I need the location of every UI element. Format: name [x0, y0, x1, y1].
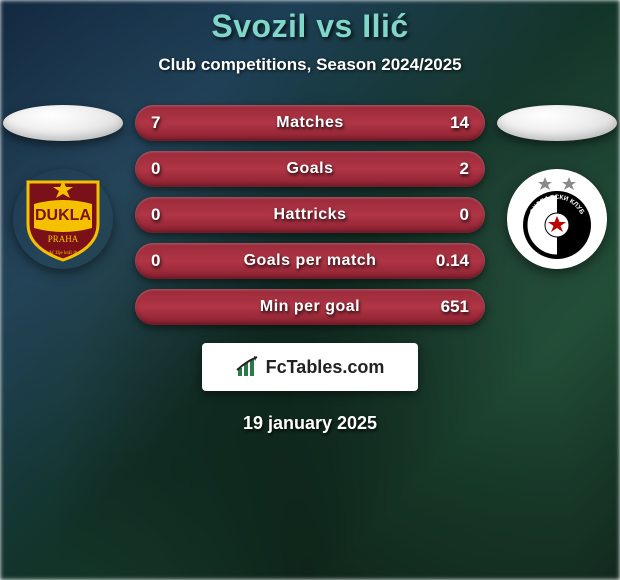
- left-club-badge: DUKLA PRAHA Ať žije král ♔: [13, 169, 113, 269]
- stat-label: Goals: [287, 160, 334, 178]
- stat-left-value: 7: [151, 113, 160, 133]
- stat-left-value: 0: [151, 251, 160, 271]
- bar-chart-icon: [236, 356, 262, 378]
- stat-right-value: 14: [450, 113, 469, 133]
- left-player-avatar-placeholder: [3, 105, 123, 141]
- svg-text:DUKLA: DUKLA: [35, 207, 91, 224]
- brand-badge: FcTables.com: [202, 343, 418, 391]
- right-player-avatar-placeholder: [497, 105, 617, 141]
- stat-row-goals: 0 Goals 2: [135, 151, 485, 187]
- svg-text:Ať žije král ♔: Ať žije král ♔: [49, 250, 78, 256]
- date-text: 19 january 2025: [243, 413, 377, 434]
- stat-row-goals-per-match: 0 Goals per match 0.14: [135, 243, 485, 279]
- stat-right-value: 0: [460, 205, 469, 225]
- page-subtitle: Club competitions, Season 2024/2025: [158, 55, 461, 75]
- infographic-container: Svozil vs Ilić Club competitions, Season…: [0, 0, 620, 580]
- stat-row-matches: 7 Matches 14: [135, 105, 485, 141]
- stat-label: Goals per match: [244, 252, 377, 270]
- left-player-column: DUKLA PRAHA Ať žije král ♔: [3, 105, 123, 269]
- stat-row-min-per-goal: Min per goal 651: [135, 289, 485, 325]
- stat-right-value: 2: [460, 159, 469, 179]
- right-club-badge: ФУДБАЛСКИ КЛУБ: [507, 169, 607, 269]
- stat-label: Min per goal: [260, 298, 360, 316]
- stat-right-value: 0.14: [436, 251, 469, 271]
- stat-label: Hattricks: [274, 206, 347, 224]
- main-row: DUKLA PRAHA Ať žije král ♔ 7 Matches 14 …: [0, 105, 620, 325]
- partizan-badge-icon: ФУДБАЛСКИ КЛУБ: [507, 169, 607, 269]
- stats-column: 7 Matches 14 0 Goals 2 0 Hattricks 0 0 G…: [135, 105, 485, 325]
- page-title: Svozil vs Ilić: [211, 8, 408, 45]
- right-player-column: ФУДБАЛСКИ КЛУБ: [497, 105, 617, 269]
- stat-left-value: 0: [151, 205, 160, 225]
- dukla-shield-icon: DUKLA PRAHA Ať žije král ♔: [24, 176, 102, 262]
- stat-row-hattricks: 0 Hattricks 0: [135, 197, 485, 233]
- stat-label: Matches: [276, 114, 344, 132]
- brand-text: FcTables.com: [266, 357, 385, 378]
- svg-text:PRAHA: PRAHA: [48, 234, 79, 244]
- stat-left-value: 0: [151, 159, 160, 179]
- stat-right-value: 651: [441, 297, 469, 317]
